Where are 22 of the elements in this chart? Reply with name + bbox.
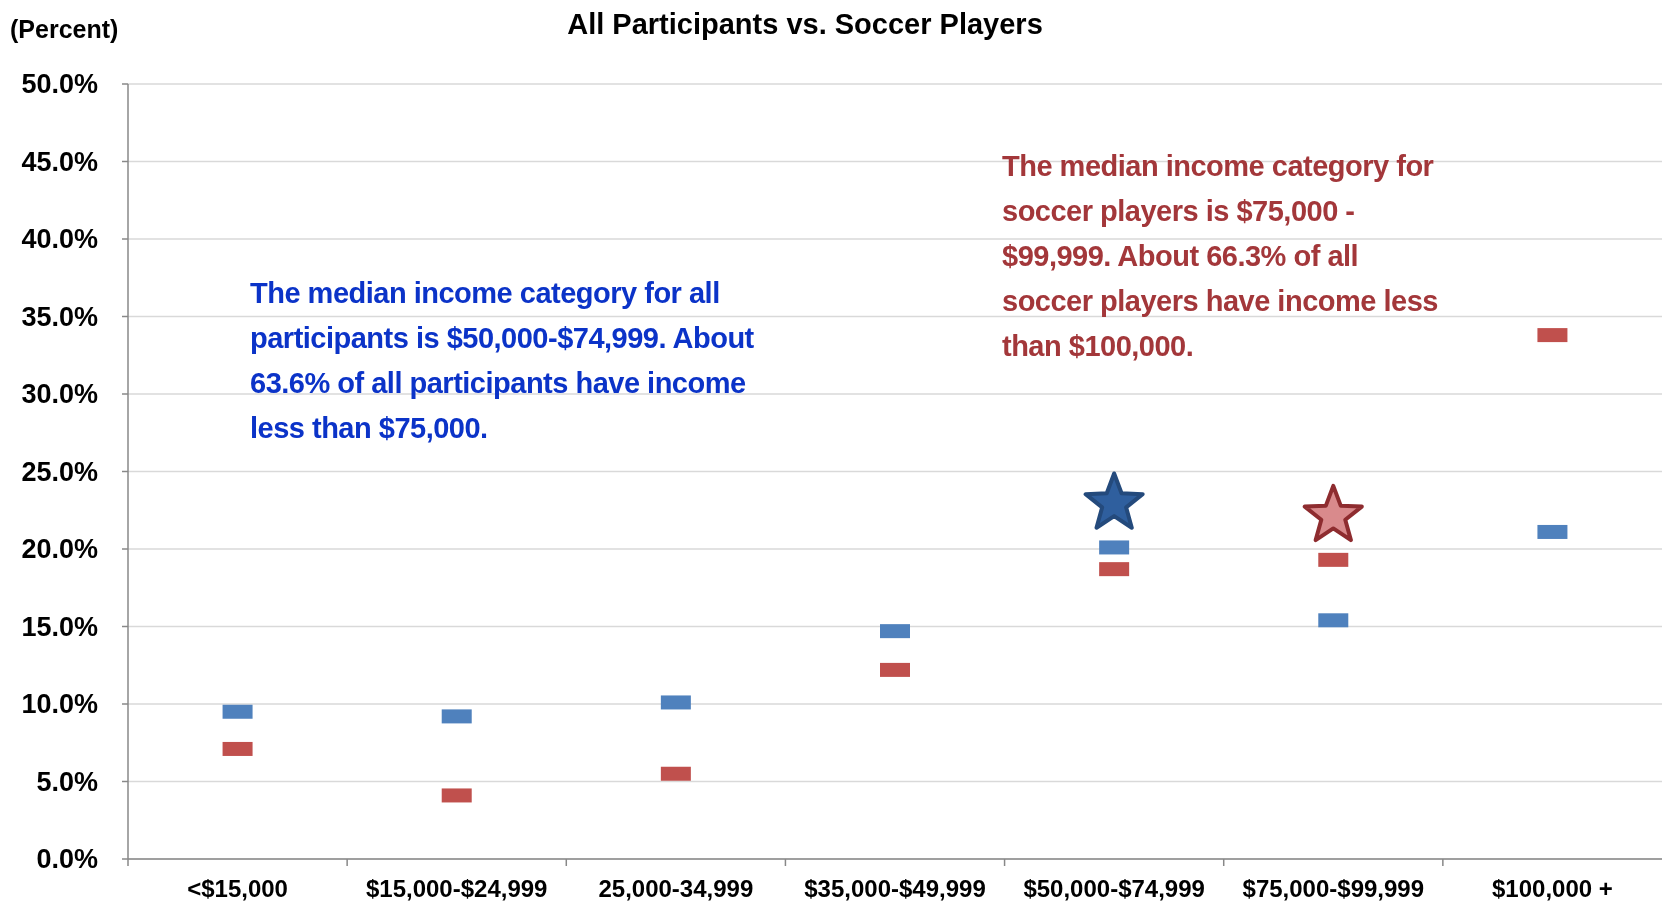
y-tick-label: 0.0%	[36, 844, 98, 875]
y-tick-label: 30.0%	[21, 379, 98, 410]
y-tick-label: 5.0%	[36, 766, 98, 797]
x-tick-label: $35,000-$49,999	[804, 875, 986, 902]
chart-title: All Participants vs. Soccer Players	[567, 8, 1043, 40]
y-axis-title: (Percent)	[10, 15, 119, 43]
y-tick-label: 40.0%	[21, 224, 98, 255]
y-tick-label: 15.0%	[21, 611, 98, 642]
y-tick-label: 45.0%	[21, 146, 98, 177]
y-tick-label: 50.0%	[21, 69, 98, 100]
annotation: The median income category for all participants is $50,000-$74,999. About 63.6% of all participants have income less than $75,000.	[250, 277, 755, 444]
x-tick-label: $50,000-$74,999	[1023, 875, 1205, 902]
x-tick-label: 25,000-34,999	[598, 875, 754, 902]
x-tick-label: $75,000-$99,999	[1242, 875, 1425, 902]
annotation: The median income category for soccer players is $75,000 - $99,999. About 66.3% of all soccer players have income less than $100,000.	[1002, 150, 1438, 362]
y-tick-label: 10.0%	[21, 689, 98, 720]
x-tick-label: <$15,000	[187, 875, 288, 902]
x-tick-label: $15,000-$24,999	[365, 875, 548, 902]
y-tick-label: 20.0%	[21, 534, 98, 565]
y-tick-label: 25.0%	[21, 456, 98, 487]
y-tick-label: 35.0%	[21, 301, 98, 332]
x-tick-label: $100,000 +	[1492, 875, 1613, 902]
